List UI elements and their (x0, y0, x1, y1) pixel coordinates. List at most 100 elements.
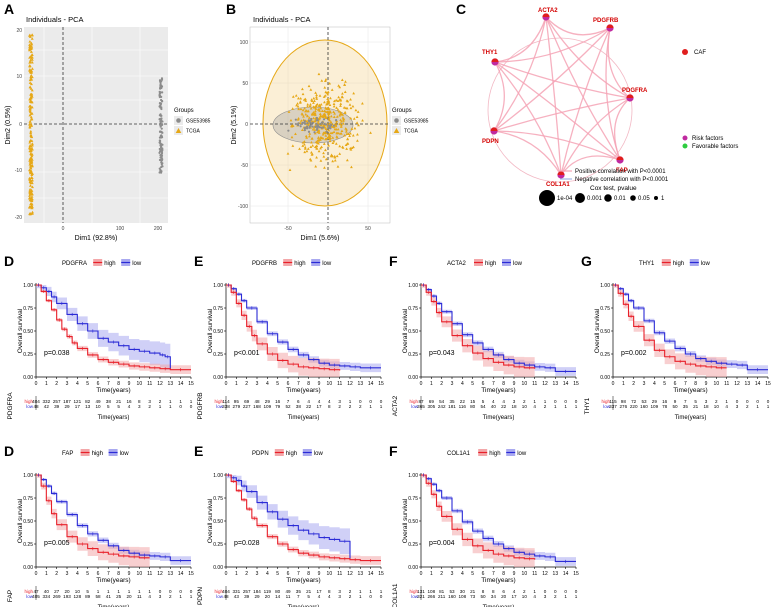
pca-a-tcga-point (29, 82, 33, 86)
km-xtick: 6 (674, 381, 677, 387)
pca-b-tcga-point (324, 127, 328, 130)
pca-b-tcga-point (329, 114, 333, 118)
pca-a-geo-point (158, 139, 161, 142)
pca-a-legend-title: Groups (174, 108, 194, 114)
risk-count-high: 0 (564, 589, 567, 594)
pca-b-tcga-point (311, 128, 315, 131)
pca-b-tcga-point (325, 110, 329, 113)
km-xtick: 8 (117, 381, 120, 387)
pca-b-tcga-point (339, 125, 343, 128)
km-xtick: 6 (97, 381, 100, 387)
risk-count-high: 69 (429, 399, 435, 404)
pca-a-tcga-point (30, 105, 34, 109)
km-xtick: 3 (451, 381, 454, 387)
pca-b-tcga-point (322, 142, 326, 145)
pca-b-ytick: -100 (238, 204, 248, 210)
risk-count-high: 0 (746, 399, 749, 404)
risk-legend-label: Risk factors (692, 136, 723, 142)
pca-b-tcga-point (310, 141, 313, 144)
risk-count-low: 0 (190, 404, 193, 409)
pca-b-tcga-point (315, 144, 319, 147)
km-ytick: 1.00 (213, 473, 223, 479)
risk-count-high: 2 (349, 589, 352, 594)
pca-b-tcga-point (316, 141, 319, 144)
pca-b-tcga-point (339, 118, 343, 122)
risk-row-label-high: high (409, 399, 418, 404)
risk-count-low: 211 (438, 594, 446, 599)
pca-b-tcga-point (354, 108, 358, 112)
pca-a-tcga-point (28, 40, 32, 43)
risk-count-low: 4 (328, 594, 331, 599)
pca-a-geo-point (158, 136, 162, 139)
risk-count-low: 4 (128, 404, 131, 409)
panel-letter-a: A (4, 1, 14, 17)
risk-count-low: 34 (491, 594, 497, 599)
risk-count-high: 1 (190, 399, 193, 404)
pca-b-tcga-point (315, 97, 319, 100)
risk-count-low: 1 (756, 404, 759, 409)
risk-count-low: 18 (511, 404, 517, 409)
km-ytick: 0.50 (408, 329, 418, 335)
risk-count-low: 11 (286, 594, 291, 599)
pca-a-tcga-point (29, 133, 33, 137)
km-pvalue: p=0.005 (44, 540, 70, 547)
cox-size-1 (654, 196, 658, 200)
pca-a-geo-point (160, 127, 163, 130)
risk-count-high: 27 (54, 589, 60, 594)
risk-count-low: 266 (427, 594, 435, 599)
km-pvalue: p<0.001 (234, 350, 260, 357)
km-xtick: 12 (347, 571, 353, 577)
km-xtick: 1 (45, 571, 48, 577)
risk-count-high: 53 (641, 399, 647, 404)
node-label-pdpn: PDPN (482, 139, 499, 145)
node-label-thy1: THY1 (482, 50, 498, 56)
pca-b-geo-point (327, 126, 330, 129)
km-xtick: 13 (168, 381, 174, 387)
km-xtick: 8 (307, 571, 310, 577)
risk-xlabel: Time(years) (98, 605, 130, 607)
km-high-curve (421, 284, 536, 369)
pca-b-tcga-point (303, 107, 307, 110)
pca-b-tcga-point (341, 113, 345, 116)
pca-b-tcga-point (318, 112, 322, 115)
km-gene-label: COL1A1 (447, 451, 471, 457)
km-xtick: 5 (276, 571, 279, 577)
neg-legend-label: Negative correlation with P<0.0001 (575, 177, 669, 183)
km-xtick: 1 (430, 571, 433, 577)
pca-b-tcga-point (319, 159, 323, 162)
pca-a-geo-point (160, 163, 163, 166)
risk-count-low: 1 (380, 404, 383, 409)
pca-b-tcga-point (332, 130, 336, 133)
risk-count-high: 6 (502, 589, 505, 594)
pca-b-tcga-point (328, 109, 332, 113)
km-legend-high: high (489, 451, 500, 457)
pca-b-tcga-point (302, 115, 305, 118)
pca-b-geo-point (315, 128, 319, 131)
risk-count-low: 168 (253, 404, 261, 409)
pca-b-tcga-point (348, 134, 351, 138)
pca-b-tcga-point (338, 122, 342, 126)
km-gene-label: PDGFRA (62, 261, 87, 267)
risk-count-low: 89 (85, 594, 91, 599)
risk-count-high: 35 (449, 399, 455, 404)
pca-b-tcga-point (319, 103, 323, 106)
cox-size-0.001 (575, 193, 585, 203)
pca-a-xtick: 100 (116, 226, 125, 232)
pca-b-tcga-point (325, 91, 329, 94)
pca-b-tcga-point (304, 134, 308, 138)
risk-count-high: 0 (369, 399, 372, 404)
cox-label: 0.001 (587, 196, 603, 202)
pca-b-geo-point (325, 123, 328, 126)
pca-b-geo-point (322, 118, 326, 121)
risk-count-low: 0 (179, 404, 182, 409)
pca-b-tcga-point (333, 156, 337, 159)
km-xtick: 9 (318, 571, 321, 577)
km-ytick: 0.50 (23, 329, 33, 335)
km-legend-low: low (517, 451, 527, 457)
pca-b-tcga-point (320, 79, 324, 82)
km-xtick: 14 (368, 571, 374, 577)
km-gene-label: THY1 (639, 261, 655, 267)
km-ytick: 0.25 (23, 352, 33, 358)
